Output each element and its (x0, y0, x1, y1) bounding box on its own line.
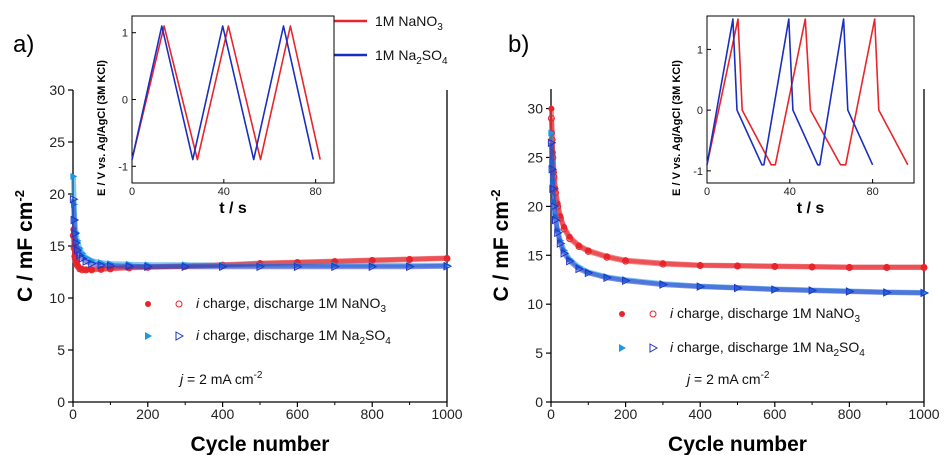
panel-a-label: a) (13, 31, 34, 58)
inset-x-tick-label: 80 (866, 186, 878, 198)
legend-marker-open (175, 331, 185, 341)
inset-series-line-1 (131, 25, 321, 161)
legend-entry-label: i charge, discharge 1M Na2SO4 (196, 327, 391, 347)
inset-y-tick-label: 1 (122, 28, 128, 40)
y-tick-label: 0 (535, 394, 543, 410)
legend-label-nano3: 1M NaNO3 (375, 13, 443, 33)
y-tick-label: 25 (49, 134, 65, 150)
inset-series-line-1 (706, 18, 909, 166)
y-tick-label: 30 (49, 82, 65, 98)
inset-y-tick-label: 1 (697, 44, 703, 56)
y-tick-label: 15 (49, 238, 65, 254)
x-tick-label: 400 (211, 406, 235, 422)
series-4 (547, 138, 930, 298)
legend-marker-filled (145, 301, 151, 307)
y-tick-label: 10 (49, 290, 65, 306)
inset-y-tick-label: -1 (693, 166, 703, 178)
series-band (548, 142, 925, 296)
y-tick-label: 25 (527, 149, 543, 165)
y-axis-label: C / mF cm-2 (488, 190, 513, 302)
y-tick-label: 30 (527, 101, 543, 117)
x-tick-label: 400 (689, 406, 713, 422)
legend-entry-label: i charge, discharge 1M NaNO3 (670, 305, 860, 325)
inset-series-line-2 (706, 18, 874, 166)
x-tick-label: 800 (361, 406, 385, 422)
inset-y-tick-label: 0 (697, 105, 703, 117)
y-axis-label: C / mF cm-2 (12, 190, 37, 302)
inset-y-axis-label: E / V vs. Ag/AgCl (3M KCl) (671, 60, 683, 196)
top-legend: 1M NaNO3 1M Na2SO4 (323, 13, 448, 67)
x-tick-label: 200 (614, 406, 638, 422)
y-tick-label: 10 (527, 296, 543, 312)
series-band (70, 199, 448, 270)
inset-x-tick-label: 40 (218, 186, 230, 198)
x-tick-label: 0 (547, 406, 555, 422)
panel-b-label: b) (508, 31, 529, 58)
series-3 (70, 172, 451, 269)
x-tick-label: 0 (69, 406, 77, 422)
x-axis-label: Cycle number (668, 433, 807, 455)
inset-x-tick-label: 80 (310, 186, 322, 198)
y-tick-label: 5 (57, 342, 65, 358)
current-density-annotation: j = 2 mA cm-2 (178, 370, 263, 387)
inset-y-tick-label: 0 (122, 95, 128, 107)
legend-marker-open (649, 343, 659, 353)
y-tick-label: 15 (527, 247, 543, 263)
inset-y-tick-label: -1 (118, 161, 128, 173)
x-axis-label: Cycle number (191, 433, 330, 455)
legend-marker-filled (619, 311, 625, 317)
inset-chart: 0 40 80 -1 0 1 t / s E / V vs. Ag/AgCl (3M KCl) (96, 15, 335, 217)
y-tick-label: 5 (535, 345, 543, 361)
inset-frame (131, 15, 335, 184)
y-tick-label: 20 (527, 198, 543, 214)
legend-label-na2so4: 1M Na2SO4 (375, 47, 448, 67)
x-tick-label: 1000 (431, 406, 462, 422)
legend-entry-label: i charge, discharge 1M Na2SO4 (670, 339, 865, 359)
series-4 (69, 194, 453, 272)
current-density-annotation: j = 2 mA cm-2 (685, 370, 770, 387)
legend-entry-label: i charge, discharge 1M NaNO3 (196, 295, 386, 315)
inset-x-tick-label: 40 (784, 186, 796, 198)
x-tick-label: 600 (286, 406, 310, 422)
x-tick-label: 200 (136, 406, 160, 422)
legend-marker-open (175, 300, 183, 308)
x-tick-label: 800 (838, 406, 862, 422)
inset-y-axis-label: E / V vs. Ag/AgCl (3M KCl) (96, 60, 108, 196)
legend-marker-filled (145, 332, 152, 340)
legend-marker-filled (619, 344, 626, 352)
y-tick-label: 20 (49, 186, 65, 202)
inset-x-axis-label: t / s (797, 200, 825, 217)
inset-x-axis-label: t / s (219, 200, 247, 217)
inset-x-tick-label: 0 (704, 186, 710, 198)
inset-series-line-2 (131, 25, 315, 161)
inset-x-tick-label: 0 (129, 186, 135, 198)
legend-marker-open (649, 310, 657, 318)
x-tick-label: 600 (763, 406, 787, 422)
series-band (70, 235, 448, 273)
y-tick-label: 0 (57, 394, 65, 410)
x-tick-label: 1000 (908, 406, 939, 422)
